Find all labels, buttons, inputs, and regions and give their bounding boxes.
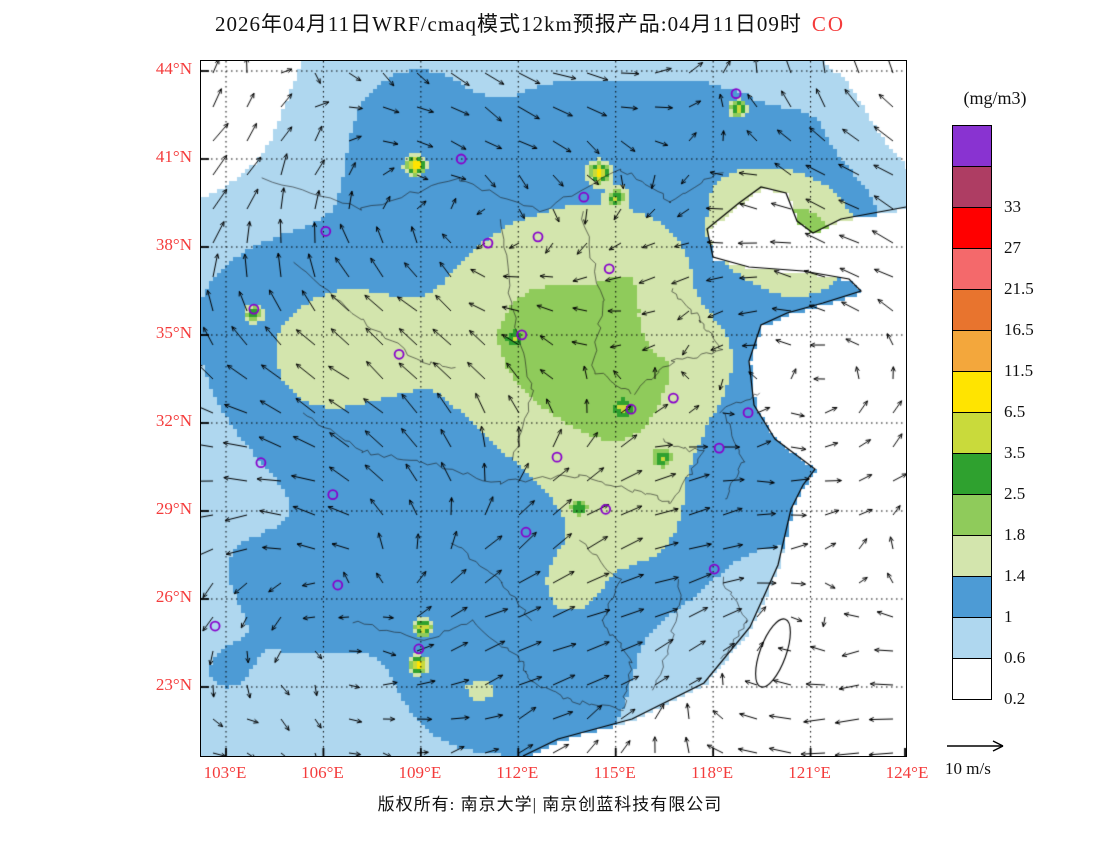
colorbar-tick-label: 0.2 <box>1004 689 1026 708</box>
colorbar-tick-label: 27 <box>1004 238 1021 257</box>
wind-scale-arrow-icon <box>947 740 1004 752</box>
lon-tick-label: 118°E <box>691 763 734 782</box>
colorbar-tick-label: 21.5 <box>1004 279 1034 298</box>
lat-tick-label: 23°N <box>155 675 192 694</box>
colorbar-tick-label: 33 <box>1004 197 1021 216</box>
colorbar-tick-label: 3.5 <box>1004 443 1026 462</box>
map-plot-area <box>200 60 907 757</box>
colorbar-step <box>952 248 992 290</box>
colorbar-scale: 33 27 21.5 16.5 11.5 6.5 3.5 2.5 1.8 1.4 1 0.6 0.2 <box>952 125 1034 708</box>
lon-tick-label: 124°E <box>885 763 929 782</box>
colorbar-tick-label: 1 <box>1004 607 1013 626</box>
lat-tick-label: 38°N <box>155 235 192 254</box>
species-label: CO <box>811 12 846 36</box>
colorbar-step <box>952 494 992 536</box>
lon-tick-label: 106°E <box>301 763 344 782</box>
forecast-title: 2026年04月11日WRF/cmaq模式12km预报产品:04月11日09时 <box>214 12 802 36</box>
colorbar-step <box>952 576 992 618</box>
colorbar-tick-label: 16.5 <box>1004 320 1034 339</box>
colorbar-step <box>952 207 992 249</box>
lat-tick-label: 26°N <box>155 587 192 606</box>
lat-tick-label: 32°N <box>155 411 192 430</box>
lon-tick-label: 115°E <box>593 763 636 782</box>
colorbar-step <box>952 453 992 495</box>
lat-tick-label: 29°N <box>155 499 192 518</box>
wind-scale-label: 10 m/s <box>945 759 991 778</box>
colorbar-step <box>952 330 992 372</box>
lon-tick-label: 103°E <box>203 763 247 782</box>
forecast-map <box>201 61 906 756</box>
colorbar-step <box>952 166 992 208</box>
colorbar-step <box>952 535 992 577</box>
lon-tick-label: 121°E <box>788 763 831 782</box>
colorbar-tick-label: 1.8 <box>1004 525 1026 544</box>
lat-tick-label: 44°N <box>155 59 192 78</box>
colorbar-tick-label: 6.5 <box>1004 402 1026 421</box>
colorbar-step <box>952 371 992 413</box>
page-title: 2026年04月11日WRF/cmaq模式12km预报产品:04月11日09时 C… <box>0 8 1060 38</box>
colorbar-step <box>952 125 992 167</box>
colorbar-step <box>952 289 992 331</box>
colorbar-tick-label: 2.5 <box>1004 484 1026 503</box>
lon-tick-label: 112°E <box>496 763 539 782</box>
lon-tick-label: 109°E <box>398 763 442 782</box>
lat-tick-label: 35°N <box>155 323 192 342</box>
colorbar-step <box>952 617 992 659</box>
wind-scale: 10 m/s <box>945 738 1055 779</box>
lat-tick-label: 41°N <box>155 147 192 166</box>
colorbar-tick-label: 0.6 <box>1004 648 1026 667</box>
colorbar-tick-label: 11.5 <box>1004 361 1034 380</box>
copyright-text: 版权所有: 南京大学| 南京创蓝科技有限公司 <box>377 795 723 814</box>
colorbar-unit-label: (mg/m3) <box>963 88 1027 108</box>
colorbar-step <box>952 658 992 700</box>
colorbar-tick-label: 1.4 <box>1004 566 1026 585</box>
colorbar-step <box>952 412 992 454</box>
